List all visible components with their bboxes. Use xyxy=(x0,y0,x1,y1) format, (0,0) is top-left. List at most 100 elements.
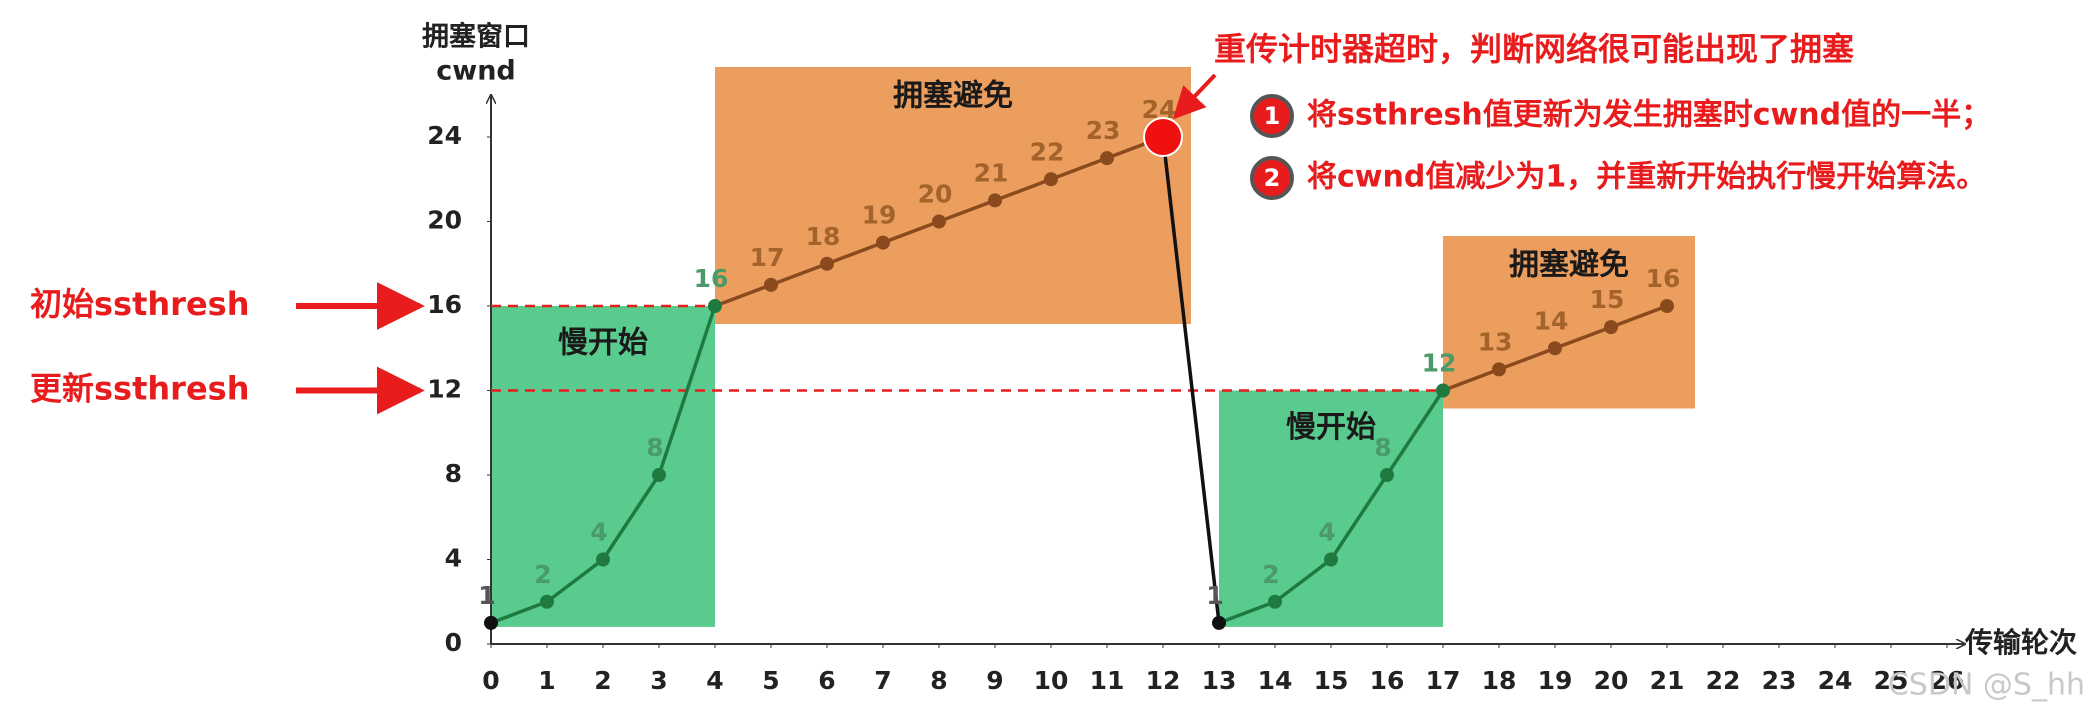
step-badge xyxy=(1250,94,1294,138)
x-tick-label: 13 xyxy=(1202,666,1237,695)
data-label: 4 xyxy=(590,518,607,547)
data-point xyxy=(1268,594,1282,609)
x-tick-label: 17 xyxy=(1426,666,1461,695)
data-label: 17 xyxy=(750,243,785,272)
data-label: 20 xyxy=(918,180,953,209)
region xyxy=(715,67,1191,324)
line-segment xyxy=(1610,304,1668,329)
x-tick-label: 19 xyxy=(1538,666,1573,695)
data-point xyxy=(708,299,722,313)
data-label: 13 xyxy=(1478,327,1513,356)
data-label: 1 xyxy=(478,581,495,610)
y-axis-label: 拥塞窗口 xyxy=(422,21,530,53)
y-tick-label: 4 xyxy=(445,544,462,573)
x-tick-label: 1 xyxy=(538,666,555,695)
line-segment xyxy=(994,177,1052,203)
data-label: 4 xyxy=(1318,518,1335,547)
x-tick-label: 8 xyxy=(930,666,947,695)
line-segment xyxy=(657,305,717,476)
x-tick-label: 12 xyxy=(1146,666,1181,695)
region-label: 拥塞避免 xyxy=(1509,248,1629,283)
data-point xyxy=(1660,299,1674,313)
line-segment xyxy=(1218,600,1276,625)
region-label: 慢开始 xyxy=(558,326,648,361)
data-point xyxy=(1324,552,1338,567)
x-axis-label: 传输轮次 xyxy=(1964,626,2077,659)
y-tick-label: 24 xyxy=(427,121,462,150)
data-point xyxy=(820,256,834,271)
threshold-label: 初始ssthresh xyxy=(30,285,250,323)
line-segment xyxy=(1273,558,1333,604)
data-label: 23 xyxy=(1086,116,1121,145)
line-segment xyxy=(545,558,605,604)
data-label: 1 xyxy=(1206,581,1223,610)
x-tick-label: 22 xyxy=(1706,666,1741,695)
line-segment xyxy=(714,283,772,308)
data-point xyxy=(764,277,778,292)
data-label: 8 xyxy=(1374,433,1391,462)
x-tick-label: 3 xyxy=(650,666,667,695)
data-label: 22 xyxy=(1030,137,1065,166)
x-tick-label: 4 xyxy=(706,666,723,695)
line-segment xyxy=(770,262,828,287)
line-segment xyxy=(938,198,996,224)
line-segment xyxy=(1385,389,1445,476)
step-text: 将ssthresh值更新为发生拥塞时cwnd值的一半； xyxy=(1307,98,1991,133)
timeout-arrow xyxy=(1172,73,1217,120)
data-point xyxy=(1044,172,1058,187)
data-label: 2 xyxy=(534,560,551,589)
x-tick-label: 26 xyxy=(1930,666,1965,695)
data-point xyxy=(1436,383,1450,398)
x-tick-label: 16 xyxy=(1370,666,1405,695)
x-tick-label: 2 xyxy=(594,666,611,695)
data-label: 21 xyxy=(974,158,1009,187)
line-segment xyxy=(1161,136,1221,624)
x-tick-label: 7 xyxy=(874,666,891,695)
y-tick-label: 16 xyxy=(427,290,462,319)
data-point xyxy=(1380,468,1394,482)
data-point xyxy=(1548,341,1562,356)
data-label: 16 xyxy=(1646,264,1681,293)
line-segment xyxy=(826,240,884,266)
data-point xyxy=(484,615,498,630)
region xyxy=(1443,236,1695,409)
line-segment xyxy=(1498,346,1556,372)
region xyxy=(491,306,715,627)
region xyxy=(1219,390,1443,627)
timeout-marker xyxy=(1143,117,1183,157)
x-tick-label: 9 xyxy=(986,666,1003,695)
y-tick-label: 0 xyxy=(445,628,462,657)
step-number: 2 xyxy=(1264,164,1281,192)
data-label: 12 xyxy=(1422,349,1457,378)
line-segment xyxy=(1442,367,1500,393)
data-label: 14 xyxy=(1534,306,1569,335)
x-tick-label: 11 xyxy=(1090,666,1125,695)
x-tick-label: 10 xyxy=(1034,666,1069,695)
line-segment xyxy=(1329,474,1389,561)
x-tick-label: 25 xyxy=(1874,666,1909,695)
line-segment xyxy=(601,474,661,561)
x-tick-label: 20 xyxy=(1594,666,1629,695)
data-label: 15 xyxy=(1590,285,1625,314)
x-tick-label: 18 xyxy=(1482,666,1517,695)
line-segment xyxy=(1050,156,1108,181)
step-badge xyxy=(1250,156,1294,200)
line-segment xyxy=(882,219,940,245)
data-point xyxy=(932,214,946,229)
y-tick-label: 8 xyxy=(445,459,462,488)
x-tick-label: 6 xyxy=(818,666,835,695)
line-segment xyxy=(490,600,548,625)
data-point xyxy=(540,594,554,609)
data-point xyxy=(988,193,1002,208)
threshold-label: 更新ssthresh xyxy=(30,370,250,408)
line-segment xyxy=(1554,325,1612,350)
data-label: 19 xyxy=(862,201,897,230)
x-tick-label: 24 xyxy=(1818,666,1853,695)
data-point xyxy=(1100,151,1114,166)
timeout-note: 重传计时器超时，判断网络很可能出现了拥塞 xyxy=(1214,30,1854,68)
x-tick-label: 14 xyxy=(1258,666,1293,695)
region-label: 拥塞避免 xyxy=(893,79,1013,114)
x-tick-label: 15 xyxy=(1314,666,1349,695)
region-label: 慢开始 xyxy=(1286,410,1376,445)
